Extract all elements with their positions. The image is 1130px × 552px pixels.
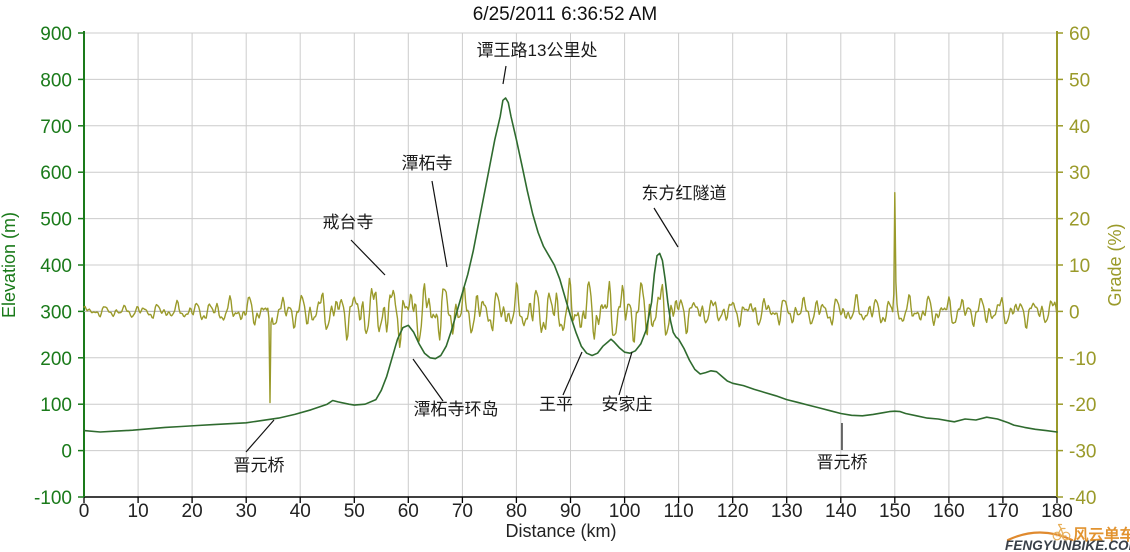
svg-text:200: 200 xyxy=(40,349,72,370)
svg-text:140: 140 xyxy=(825,501,857,522)
svg-text:东方红隧道: 东方红隧道 xyxy=(642,184,727,203)
svg-text:潭柘寺环岛: 潭柘寺环岛 xyxy=(414,400,499,419)
svg-text:戒台寺: 戒台寺 xyxy=(323,213,374,232)
svg-text:100: 100 xyxy=(40,395,72,416)
svg-text:FENGYUNBIKE.COM: FENGYUNBIKE.COM xyxy=(1005,538,1130,552)
svg-text:170: 170 xyxy=(987,501,1019,522)
svg-text:潭柘寺: 潭柘寺 xyxy=(402,154,453,173)
svg-text:20: 20 xyxy=(1069,210,1090,231)
svg-text:谭王路13公里处: 谭王路13公里处 xyxy=(477,41,598,60)
svg-text:0: 0 xyxy=(1069,302,1080,323)
svg-text:120: 120 xyxy=(717,501,749,522)
svg-text:80: 80 xyxy=(506,501,527,522)
svg-text:50: 50 xyxy=(344,501,365,522)
svg-text:70: 70 xyxy=(452,501,473,522)
svg-text:晋元桥: 晋元桥 xyxy=(234,456,285,475)
svg-text:60: 60 xyxy=(1069,24,1090,45)
svg-text:900: 900 xyxy=(40,24,72,45)
svg-text:-40: -40 xyxy=(1069,488,1096,509)
svg-text:40: 40 xyxy=(290,501,311,522)
svg-text:130: 130 xyxy=(771,501,803,522)
svg-text:30: 30 xyxy=(1069,163,1090,184)
svg-text:400: 400 xyxy=(40,256,72,277)
svg-text:90: 90 xyxy=(560,501,581,522)
svg-text:600: 600 xyxy=(40,163,72,184)
svg-text:-30: -30 xyxy=(1069,442,1096,463)
svg-text:60: 60 xyxy=(398,501,419,522)
svg-text:180: 180 xyxy=(1041,501,1073,522)
svg-text:10: 10 xyxy=(1069,256,1090,277)
svg-text:150: 150 xyxy=(879,501,911,522)
svg-text:160: 160 xyxy=(933,501,965,522)
svg-text:Elevation (m): Elevation (m) xyxy=(0,212,19,318)
svg-text:6/25/2011 6:36:52 AM: 6/25/2011 6:36:52 AM xyxy=(473,4,658,25)
svg-text:-10: -10 xyxy=(1069,349,1096,370)
svg-text:王平: 王平 xyxy=(539,395,573,414)
svg-text:300: 300 xyxy=(40,302,72,323)
svg-text:110: 110 xyxy=(663,501,693,522)
svg-text:0: 0 xyxy=(79,501,90,522)
svg-text:0: 0 xyxy=(61,442,72,463)
svg-text:500: 500 xyxy=(40,210,72,231)
svg-text:30: 30 xyxy=(236,501,257,522)
svg-text:10: 10 xyxy=(128,501,149,522)
svg-text:800: 800 xyxy=(40,70,72,91)
svg-text:Grade (%): Grade (%) xyxy=(1105,223,1125,306)
svg-text:-20: -20 xyxy=(1069,395,1096,416)
svg-text:20: 20 xyxy=(182,501,203,522)
svg-text:安家庄: 安家庄 xyxy=(602,395,653,414)
svg-text:50: 50 xyxy=(1069,70,1090,91)
svg-text:Distance (km): Distance (km) xyxy=(505,521,616,541)
svg-text:100: 100 xyxy=(609,501,641,522)
svg-text:40: 40 xyxy=(1069,117,1090,138)
svg-text:-100: -100 xyxy=(34,488,72,509)
svg-text:700: 700 xyxy=(40,117,72,138)
svg-text:晋元桥: 晋元桥 xyxy=(817,453,868,472)
